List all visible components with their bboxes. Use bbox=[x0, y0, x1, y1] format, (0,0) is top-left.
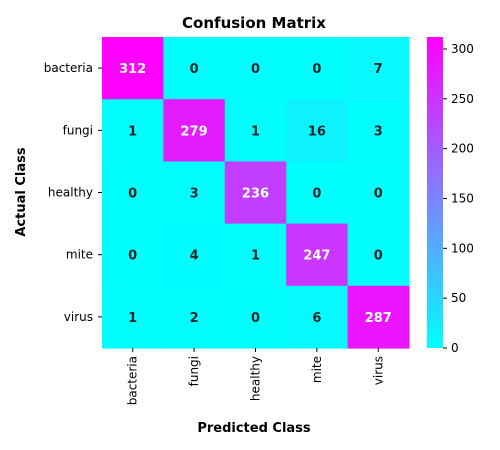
heatmap-cell bbox=[163, 161, 226, 225]
x-tick-label: bacteria bbox=[126, 356, 140, 405]
cell-value-label: 0 bbox=[312, 187, 321, 202]
heatmap-cells bbox=[102, 37, 410, 349]
cell-value-label: 6 bbox=[312, 311, 321, 326]
cell-value-label: 247 bbox=[303, 249, 330, 264]
heatmap-cell bbox=[347, 285, 410, 349]
cell-value-label: 1 bbox=[251, 124, 260, 139]
heatmap-cell bbox=[347, 99, 410, 162]
cell-value-label: 4 bbox=[190, 249, 199, 264]
heatmap-cell bbox=[102, 285, 164, 349]
colorbar-tick-label: 200 bbox=[451, 142, 474, 156]
cell-value-label: 0 bbox=[128, 249, 137, 264]
heatmap-cell bbox=[224, 161, 287, 225]
x-tick-label: virus bbox=[371, 356, 385, 385]
heatmap-cell bbox=[286, 37, 349, 100]
x-axis-label: Predicted Class bbox=[197, 421, 311, 436]
y-tick-label: virus bbox=[64, 310, 93, 324]
cell-value-label: 0 bbox=[374, 187, 383, 202]
cell-value-label: 0 bbox=[312, 62, 321, 77]
heatmap-cell bbox=[224, 99, 287, 162]
heatmap-cell bbox=[347, 37, 410, 100]
heatmap-cell bbox=[347, 223, 410, 287]
colorbar: 0 50 100 150 200 250 300 bbox=[427, 37, 474, 355]
y-tick-label: fungi bbox=[63, 123, 93, 137]
cell-value-label: 0 bbox=[128, 187, 137, 202]
heatmap-cell bbox=[102, 161, 164, 225]
cell-value-label: 1 bbox=[251, 249, 260, 264]
cell-value-label: 1 bbox=[128, 311, 137, 326]
colorbar-tick-label: 300 bbox=[451, 42, 474, 56]
heatmap-cell bbox=[102, 223, 164, 287]
cell-value-label: 287 bbox=[365, 311, 392, 326]
cell-value-label: 236 bbox=[242, 187, 269, 202]
cell-value-label: 7 bbox=[374, 62, 383, 77]
colorbar-tick-label: 250 bbox=[451, 92, 474, 106]
y-axis-label: Actual Class bbox=[14, 147, 29, 236]
cell-value-label: 0 bbox=[374, 249, 383, 264]
chart-title: Confusion Matrix bbox=[182, 14, 326, 32]
cell-value-label: 312 bbox=[119, 62, 146, 77]
heatmap-cell bbox=[163, 223, 226, 287]
heatmap-cell bbox=[163, 285, 226, 349]
heatmap-cell bbox=[286, 161, 349, 225]
cell-value-label: 0 bbox=[190, 62, 199, 77]
heatmap-cell bbox=[286, 285, 349, 349]
colorbar-tick-label: 150 bbox=[451, 191, 474, 205]
colorbar-gradient bbox=[427, 37, 443, 348]
cell-value-label: 3 bbox=[190, 187, 199, 202]
heatmap-cell bbox=[224, 285, 287, 349]
cell-value-label: 0 bbox=[251, 311, 260, 326]
heatmap-cell bbox=[163, 99, 226, 162]
x-tick-label: mite bbox=[310, 356, 324, 383]
cell-value-label: 16 bbox=[308, 124, 326, 139]
cell-value-label: 279 bbox=[181, 124, 208, 139]
y-tick-label: mite bbox=[66, 248, 93, 262]
cell-annotations: 312 0 0 0 7 1 279 1 16 3 0 3 236 0 0 0 4 1 247 0 1 2 0 6 287 bbox=[119, 62, 392, 326]
cell-value-label: 1 bbox=[128, 124, 137, 139]
y-tick-label: bacteria bbox=[44, 61, 93, 75]
x-tick-label: healthy bbox=[249, 356, 263, 401]
cell-value-label: 0 bbox=[251, 62, 260, 77]
x-tick-label: fungi bbox=[187, 356, 201, 386]
heatmap-cell bbox=[347, 161, 410, 225]
colorbar-tick-label: 0 bbox=[451, 341, 459, 355]
heatmap-cell bbox=[224, 37, 287, 100]
heatmap-cell bbox=[102, 37, 164, 100]
x-axis-ticks: bacteria fungi healthy mite virus bbox=[126, 348, 385, 405]
y-tick-label: healthy bbox=[48, 186, 93, 200]
heatmap-cell bbox=[163, 37, 226, 100]
colorbar-tick-label: 50 bbox=[451, 291, 466, 305]
cell-value-label: 2 bbox=[190, 311, 199, 326]
heatmap-cell bbox=[286, 99, 349, 162]
heatmap-cell bbox=[224, 223, 287, 287]
colorbar-tick-label: 100 bbox=[451, 241, 474, 255]
heatmap-cell bbox=[102, 99, 164, 162]
cell-value-label: 3 bbox=[374, 124, 383, 139]
y-axis-ticks: bacteria fungi healthy mite virus bbox=[44, 61, 102, 324]
heatmap-cell bbox=[286, 223, 349, 287]
